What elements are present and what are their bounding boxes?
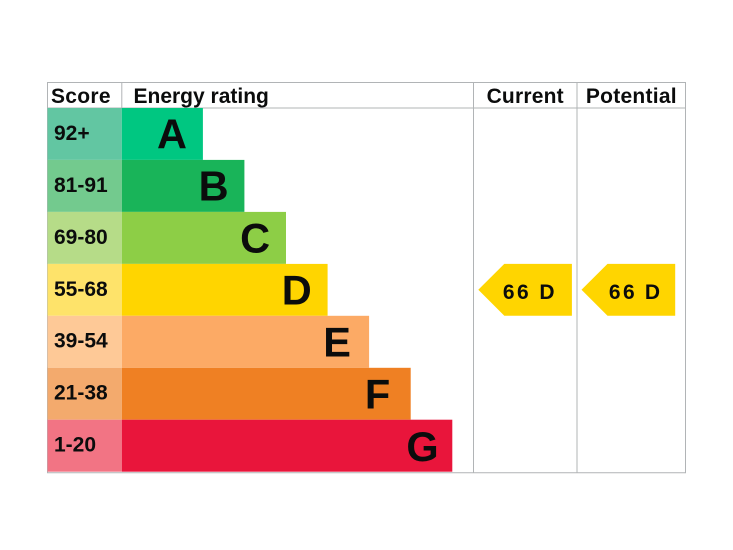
svg-text:F: F xyxy=(365,371,390,418)
svg-text:D: D xyxy=(645,281,660,304)
svg-text:D: D xyxy=(539,281,554,304)
svg-text:66: 66 xyxy=(503,281,531,304)
svg-text:1-20: 1-20 xyxy=(54,434,96,457)
svg-text:69-80: 69-80 xyxy=(54,226,108,249)
svg-text:G: G xyxy=(406,423,438,470)
svg-text:92+: 92+ xyxy=(54,122,90,145)
svg-text:39-54: 39-54 xyxy=(54,330,108,353)
svg-text:66: 66 xyxy=(609,281,637,304)
svg-text:D: D xyxy=(282,267,312,314)
svg-text:81-91: 81-91 xyxy=(54,174,108,197)
svg-text:C: C xyxy=(240,215,270,262)
svg-text:Current: Current xyxy=(487,85,564,108)
svg-text:55-68: 55-68 xyxy=(54,278,108,301)
svg-text:Potential: Potential xyxy=(586,85,677,108)
svg-text:E: E xyxy=(323,319,351,366)
svg-text:Score: Score xyxy=(51,85,111,108)
svg-text:21-38: 21-38 xyxy=(54,382,108,405)
svg-text:Energy rating: Energy rating xyxy=(134,85,269,108)
svg-text:A: A xyxy=(157,111,187,158)
svg-text:B: B xyxy=(199,163,229,210)
